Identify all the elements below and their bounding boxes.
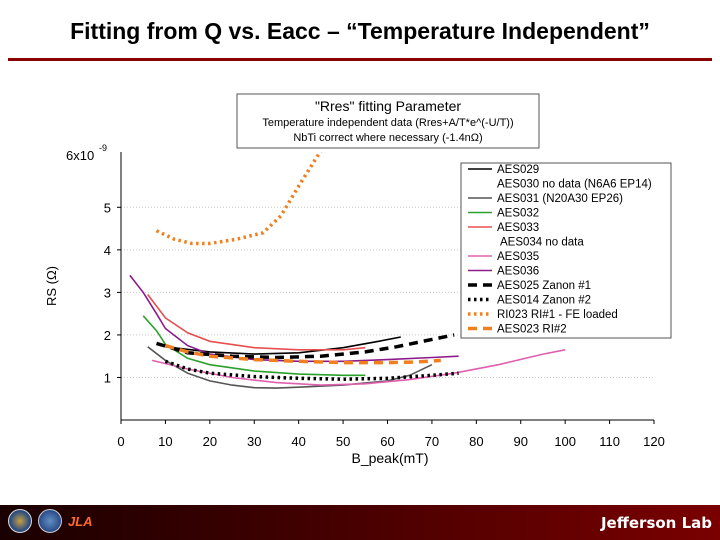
legend-label: AES032	[497, 208, 539, 220]
series-line-3	[142, 315, 366, 377]
x-tick-label: 30	[247, 434, 261, 449]
jefferson-lab-logo: Jefferson Lab	[600, 514, 712, 532]
x-tick-label: 110	[599, 434, 620, 449]
x-tick-label: 70	[425, 434, 439, 449]
legend: AES029 AES030 no data (N6A6 EP14) AES031 (…	[468, 164, 652, 336]
footer-logos: JLA	[8, 509, 93, 533]
legend-label: AES029	[497, 164, 539, 176]
x-tick-label: 60	[380, 434, 394, 449]
x-tick-label: 10	[158, 434, 172, 449]
title-divider	[8, 58, 712, 61]
legend-label: AES031 (N20A30 EP26)	[497, 193, 623, 205]
x-tick-label: 0	[117, 434, 124, 449]
legend-label: AES036	[497, 266, 539, 278]
x-tick-label: 50	[336, 434, 350, 449]
chart-title-line2: Temperature independent data (Rres+A/T*e…	[262, 117, 513, 129]
y-axis-label: RS (Ω)	[44, 266, 59, 306]
legend-label: AES025 Zanon #1	[497, 280, 591, 292]
x-tick-label: 80	[469, 434, 483, 449]
x-axis-label: B_peak(mT)	[351, 450, 428, 466]
x-tick-label: 20	[203, 434, 217, 449]
series-layer	[129, 152, 566, 389]
chart-title-line1: "Rres" fitting Parameter	[315, 98, 461, 114]
footer-bar: JLA Jefferson Lab	[0, 505, 720, 540]
legend-label: AES035	[497, 251, 539, 263]
legend-label: AES033	[497, 222, 539, 234]
chart-title-line3: NbTi correct where necessary (-1.4nΩ)	[293, 132, 482, 144]
series-line-2	[147, 346, 433, 389]
legend-label: AES030 no data (N6A6 EP14)	[497, 179, 652, 191]
x-tick-label: 100	[554, 434, 576, 449]
y-tick-label: 1	[104, 370, 111, 385]
seal-icon	[38, 509, 62, 533]
legend-label: RI023 RI#1 - FE loaded	[497, 309, 618, 321]
y-exponent-sup: -9	[99, 143, 107, 153]
series-line-0	[165, 336, 401, 355]
x-tick-label: 120	[643, 434, 665, 449]
y-tick-label: 4	[104, 243, 111, 258]
x-tick-label: 90	[514, 434, 528, 449]
y-exponent-label: 6x10	[66, 148, 94, 163]
doe-seal-icon	[8, 509, 32, 533]
y-tick-label: 5	[104, 200, 111, 215]
chart-title-box	[236, 93, 540, 149]
legend-label: AES023 RI#2	[497, 324, 567, 336]
series-line-11	[164, 343, 441, 365]
legend-label: AES014 Zanon #2	[497, 295, 591, 307]
legend-box	[460, 162, 672, 339]
y-tick-label: 3	[104, 285, 111, 300]
slide-title: Fitting from Q vs. Eacc – “Temperature I…	[70, 18, 650, 44]
series-line-6	[151, 349, 566, 386]
series-line-4	[147, 294, 366, 351]
x-tick-label: 40	[291, 434, 305, 449]
jsa-logo: JLA	[68, 513, 93, 529]
series-line-9	[164, 359, 459, 381]
y-tick-label: 2	[104, 328, 111, 343]
legend-label: AES034 no data	[500, 237, 584, 249]
series-line-10	[155, 152, 323, 246]
